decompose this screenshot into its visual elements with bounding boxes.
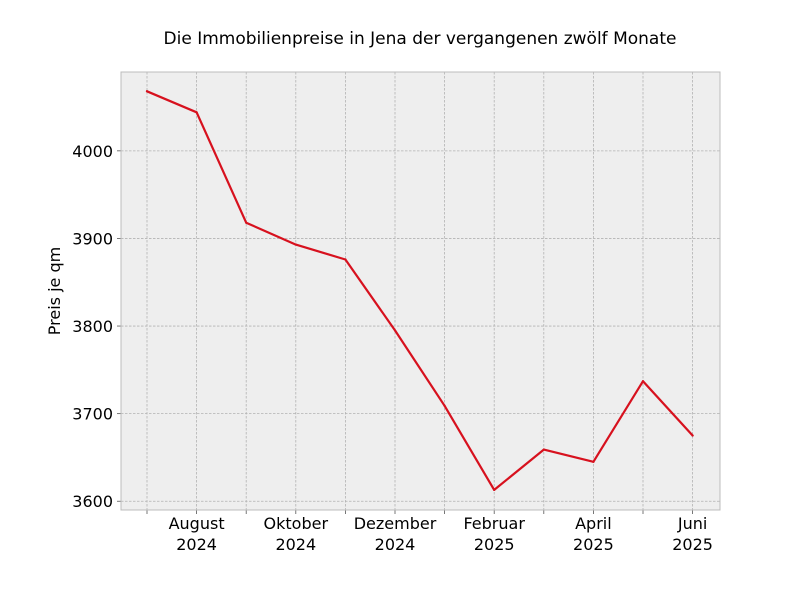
x-tick-label-year: 2025 [573, 535, 614, 554]
data-point [344, 258, 347, 261]
y-tick-label: 4000 [72, 142, 113, 161]
data-point [145, 90, 149, 93]
x-tick-label-year: 2024 [275, 535, 316, 554]
data-point [443, 404, 446, 407]
data-point [245, 221, 248, 224]
y-tick-label: 3900 [72, 229, 113, 248]
y-tick-label: 3600 [72, 492, 113, 511]
x-tick-label: Dezember 2024 [354, 514, 437, 554]
data-point [691, 434, 694, 437]
chart-title: Die Immobilienpreise in Jena der vergang… [164, 29, 677, 49]
y-tick-label: 3700 [72, 405, 113, 424]
x-tick-label-year: 2025 [474, 535, 515, 554]
data-point [592, 460, 595, 463]
x-tick-label-month: Dezember [354, 514, 437, 533]
x-tick-label-month: August [169, 514, 225, 533]
y-tick-label: 3800 [72, 317, 113, 336]
plot-frame [120, 71, 721, 511]
tick-marks [117, 150, 693, 514]
series-group [145, 90, 694, 491]
series-line [145, 90, 694, 491]
data-point [493, 488, 496, 491]
x-tick-label: Oktober 2024 [264, 514, 329, 554]
y-axis-label: Preis je qm [45, 247, 64, 335]
data-point [542, 448, 545, 451]
data-point [294, 243, 297, 246]
x-tick-label-month: Februar [463, 514, 525, 533]
data-point [393, 329, 397, 332]
x-tick-label: Februar 2025 [463, 514, 525, 554]
data-point [195, 111, 198, 114]
x-tick-label-month: April [575, 514, 612, 533]
x-tick-label-month: Juni [677, 514, 707, 533]
x-tick-label-month: Oktober [264, 514, 329, 533]
x-tick-label-year: 2024 [176, 535, 217, 554]
x-tick-labels: August 2024 Oktober 2024 Dezember 2024 Februar… [169, 514, 713, 554]
x-tick-label-year: 2025 [672, 535, 713, 554]
x-tick-label: April 2025 [573, 514, 614, 554]
data-point [641, 380, 645, 383]
x-tick-label: August 2024 [169, 514, 225, 554]
plot-background [121, 72, 720, 510]
x-tick-label: Juni 2025 [672, 514, 713, 554]
grid-lines [121, 72, 720, 510]
y-tick-labels: 3600 3700 3800 3900 4000 [72, 142, 113, 511]
x-tick-label-year: 2024 [375, 535, 416, 554]
